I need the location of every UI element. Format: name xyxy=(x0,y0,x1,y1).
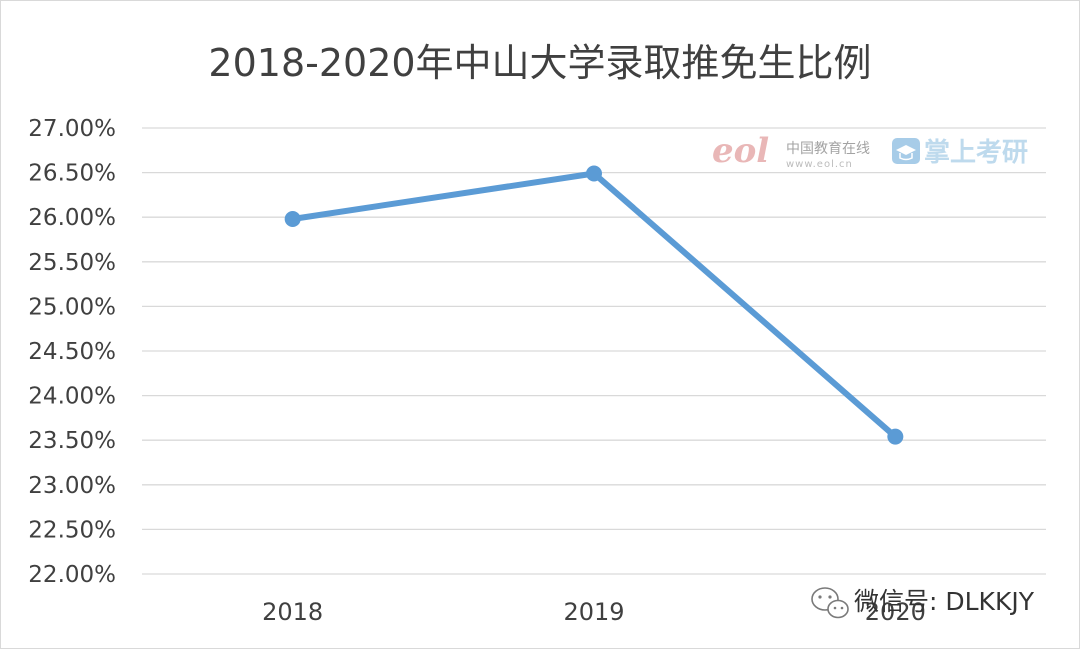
y-tick-label: 27.00% xyxy=(28,116,116,142)
data-point xyxy=(887,428,904,445)
y-tick-label: 22.00% xyxy=(28,562,116,588)
x-axis-ticks: 2018 2019 2020 xyxy=(262,598,926,626)
y-tick-label: 25.00% xyxy=(28,294,116,320)
y-tick-label: 23.00% xyxy=(28,473,116,499)
data-series xyxy=(284,165,904,445)
series-line xyxy=(289,170,899,440)
wechat-icon xyxy=(811,587,849,619)
x-tick-label: 2019 xyxy=(563,598,624,626)
y-tick-label: 26.00% xyxy=(28,205,116,231)
gridlines xyxy=(142,127,1046,575)
graduation-cap-icon xyxy=(892,138,920,164)
data-point xyxy=(586,165,602,182)
y-tick-label: 25.50% xyxy=(28,250,116,276)
wechat-id-text: 微信号: DLKKJY xyxy=(854,587,1035,616)
y-tick-label: 24.00% xyxy=(28,384,116,410)
x-tick-label: 2018 xyxy=(262,598,323,626)
watermark-brand-text: 掌上考研 xyxy=(924,138,1028,168)
wechat-badge: 微信号: DLKKJY xyxy=(811,587,1035,619)
watermark-cn-text: 中国教育在线 xyxy=(786,141,870,157)
eol-logo: eol xyxy=(712,131,769,171)
y-tick-label: 26.50% xyxy=(28,161,116,187)
chart-title: 2018-2020年中山大学录取推免生比例 xyxy=(208,41,871,85)
data-point xyxy=(284,210,301,227)
watermark-url-text: www.eol.cn xyxy=(786,159,853,170)
y-tick-label: 23.50% xyxy=(28,428,116,454)
y-tick-label: 22.50% xyxy=(28,517,116,543)
y-axis-ticks: 22.00% 22.50% 23.00% 23.50% 24.00% 24.50% 25.0… xyxy=(28,116,116,588)
x-tick-label: 2020 xyxy=(865,598,926,626)
y-tick-label: 24.50% xyxy=(28,339,116,365)
eol-watermark: eol 中国教育在线 www.eol.cn 掌上考研 xyxy=(712,131,1028,171)
